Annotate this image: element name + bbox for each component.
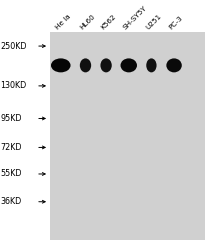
Ellipse shape — [51, 58, 70, 72]
Ellipse shape — [80, 58, 91, 72]
Text: K562: K562 — [100, 13, 117, 30]
Text: 95KD: 95KD — [0, 114, 22, 123]
Text: 250KD: 250KD — [0, 42, 27, 50]
Text: 72KD: 72KD — [0, 143, 22, 152]
Text: U251: U251 — [145, 12, 163, 30]
Text: 130KD: 130KD — [0, 82, 27, 90]
Ellipse shape — [100, 58, 112, 72]
Text: PC-3: PC-3 — [168, 14, 184, 30]
Ellipse shape — [121, 58, 137, 72]
Text: SH-SY5Y: SH-SY5Y — [122, 4, 149, 30]
Ellipse shape — [146, 58, 157, 72]
Ellipse shape — [166, 58, 182, 72]
FancyBboxPatch shape — [50, 32, 205, 240]
Text: 36KD: 36KD — [0, 197, 22, 206]
Text: HL60: HL60 — [79, 13, 97, 30]
Text: He la: He la — [54, 13, 72, 30]
Text: 55KD: 55KD — [0, 170, 22, 178]
